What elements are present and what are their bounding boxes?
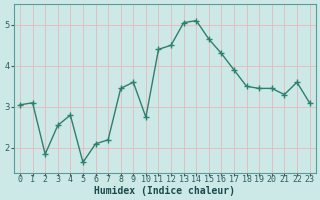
X-axis label: Humidex (Indice chaleur): Humidex (Indice chaleur) xyxy=(94,186,235,196)
